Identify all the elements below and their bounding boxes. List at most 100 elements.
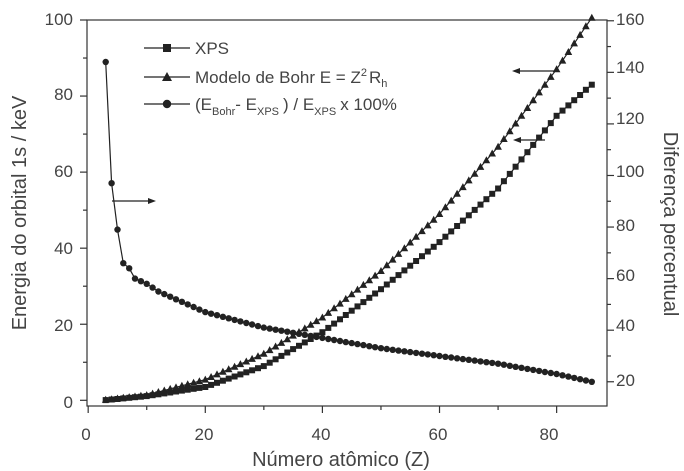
data-point-square — [319, 329, 326, 336]
data-point-circle — [395, 347, 402, 354]
legend-label-diff: (EBohr- EXPS) / EXPS x 100% — [195, 95, 397, 118]
data-point-triangle — [377, 267, 385, 274]
data-point-circle — [383, 345, 390, 353]
series-layer — [101, 13, 596, 404]
data-point-square — [483, 196, 490, 203]
data-point-triangle — [383, 261, 391, 269]
data-point-triangle — [213, 370, 221, 378]
arrow-left-head-1 — [512, 68, 520, 74]
data-point-triangle — [166, 384, 174, 392]
legend: XPS Modelo de Bohr E = Z2 Rh (EBohr- EXPS… — [144, 39, 397, 118]
data-point-triangle — [336, 299, 344, 307]
data-point-circle — [178, 298, 186, 305]
data-point-circle — [161, 290, 168, 298]
data-point-triangle — [400, 244, 409, 252]
data-point-square — [190, 385, 197, 392]
data-point-circle — [307, 332, 314, 340]
data-point-square — [284, 349, 291, 356]
data-point-triangle — [207, 373, 215, 380]
data-point-circle — [196, 306, 203, 313]
data-point-circle — [524, 365, 531, 373]
y-right-tick-label: 160 — [616, 10, 644, 29]
data-point-square — [325, 324, 332, 331]
data-point-square — [547, 120, 554, 127]
data-point-square — [459, 217, 466, 224]
data-point-circle — [325, 335, 332, 343]
data-point-triangle — [547, 72, 555, 80]
data-point-circle — [137, 278, 145, 285]
data-point-triangle — [160, 386, 169, 394]
data-point-square — [401, 267, 408, 274]
data-point-triangle — [342, 294, 350, 302]
data-point-triangle — [265, 346, 274, 354]
data-point-square — [436, 239, 443, 246]
data-point-square — [202, 384, 209, 390]
data-point-square — [571, 97, 578, 104]
data-point-circle — [582, 377, 590, 384]
data-point-square — [260, 363, 267, 370]
legend-diff-open: (E — [195, 95, 212, 114]
data-point-circle — [559, 372, 566, 379]
x-tick-label: 80 — [540, 425, 559, 444]
y-left-tick-label: 20 — [54, 316, 73, 335]
data-point-square — [471, 206, 478, 213]
data-point-triangle — [576, 30, 584, 38]
data-point-circle — [284, 328, 291, 335]
data-point-triangle — [201, 375, 210, 383]
y-left-tick-label: 100 — [45, 10, 73, 29]
data-point-square — [208, 381, 215, 388]
data-point-triangle — [301, 324, 309, 332]
y-right-tick-label: 40 — [616, 316, 635, 335]
data-point-square — [506, 170, 513, 177]
data-point-circle — [131, 275, 139, 282]
data-point-circle — [354, 340, 361, 348]
data-point-triangle — [371, 271, 379, 279]
data-point-triangle — [453, 189, 461, 197]
data-point-triangle — [582, 22, 590, 30]
data-point-square — [337, 316, 343, 323]
data-point-circle — [149, 284, 156, 291]
arrows — [112, 68, 555, 204]
data-point-circle — [219, 313, 227, 320]
data-point-circle — [588, 378, 595, 385]
data-point-circle — [541, 368, 549, 376]
data-point-circle — [407, 348, 414, 356]
data-point-triangle — [506, 127, 514, 135]
tick-labels: 0 20 40 60 80 0 20 40 60 80 100 20 40 60… — [45, 10, 645, 444]
data-point-square — [301, 339, 308, 346]
data-point-triangle — [195, 377, 204, 385]
data-point-square — [266, 359, 273, 366]
data-point-triangle — [429, 215, 438, 223]
data-point-circle — [401, 348, 408, 355]
data-point-circle — [231, 316, 238, 324]
data-point-circle — [260, 324, 267, 331]
legend-marker-circle — [162, 99, 172, 109]
data-point-triangle — [312, 317, 321, 325]
data-point-triangle — [236, 360, 245, 368]
data-point-square — [196, 384, 203, 391]
legend-diff-sub2: XPS — [257, 106, 279, 118]
legend-bohr-prefix: Modelo de Bohr E = Z — [195, 68, 361, 87]
x-tick-label: 20 — [195, 425, 214, 444]
data-point-triangle — [183, 380, 192, 388]
data-point-circle — [108, 180, 115, 187]
data-point-square — [442, 233, 449, 240]
data-point-triangle — [347, 290, 356, 298]
data-point-circle — [272, 326, 279, 333]
data-point-square — [477, 201, 484, 208]
data-point-triangle — [178, 381, 186, 389]
data-point-triangle — [588, 13, 596, 21]
data-point-square — [424, 248, 431, 255]
x-tick-label: 40 — [312, 425, 331, 444]
data-point-circle — [360, 341, 367, 349]
x-tick-label: 60 — [429, 425, 448, 444]
data-point-triangle — [500, 135, 508, 142]
data-point-square — [565, 102, 572, 109]
data-point-square — [225, 375, 232, 382]
data-point-circle — [371, 344, 379, 351]
data-point-circle — [471, 357, 478, 364]
series-circle — [102, 58, 595, 385]
data-point-triangle — [271, 342, 280, 350]
data-point-square — [173, 388, 179, 395]
